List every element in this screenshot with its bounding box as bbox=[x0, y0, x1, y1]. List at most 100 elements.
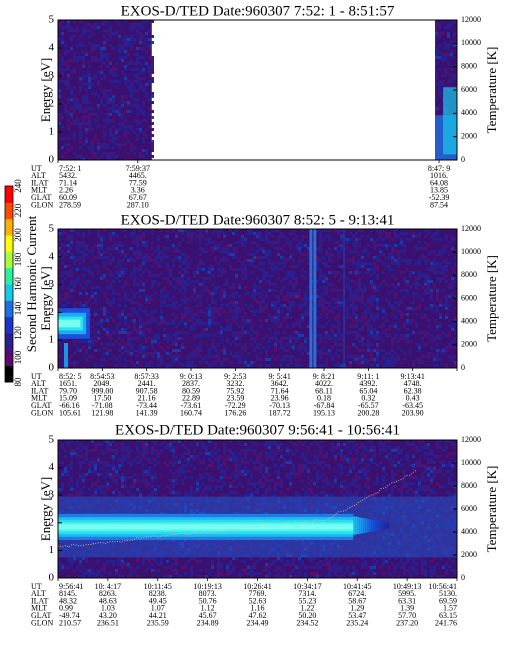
noise-cell bbox=[220, 241, 223, 244]
noise-cell bbox=[247, 470, 250, 473]
noise-cell bbox=[208, 349, 211, 352]
noise-cell bbox=[217, 461, 220, 464]
noise-cell bbox=[244, 364, 247, 367]
noise-cell bbox=[232, 491, 235, 494]
noise-cell bbox=[454, 280, 457, 283]
noise-cell bbox=[289, 280, 292, 283]
noise-cell bbox=[91, 44, 94, 47]
noise-cell bbox=[163, 322, 166, 325]
noise-cell bbox=[454, 250, 457, 253]
orbit-value: 64.08 bbox=[430, 178, 448, 187]
noise-cell bbox=[241, 319, 244, 322]
noise-cell bbox=[121, 101, 124, 104]
noise-cell bbox=[403, 271, 406, 274]
noise-cell bbox=[394, 316, 397, 319]
noise-cell bbox=[130, 143, 133, 146]
noise-cell bbox=[193, 355, 196, 358]
noise-cell bbox=[453, 41, 457, 44]
noise-cell bbox=[328, 337, 331, 340]
noise-cell bbox=[433, 304, 436, 307]
noise-cell bbox=[190, 316, 193, 319]
noise-cell bbox=[220, 274, 223, 277]
noise-cell bbox=[97, 143, 100, 146]
noise-cell bbox=[262, 346, 265, 349]
noise-cell bbox=[136, 310, 139, 313]
noise-cell bbox=[364, 310, 367, 313]
noise-cell bbox=[115, 443, 118, 446]
noise-cell bbox=[127, 340, 130, 343]
noise-cell bbox=[277, 340, 280, 343]
noise-cell bbox=[400, 289, 403, 292]
noise-cell bbox=[112, 289, 115, 292]
noise-cell bbox=[334, 271, 337, 274]
noise-cell bbox=[208, 352, 211, 355]
noise-cell bbox=[232, 479, 235, 482]
noise-cell bbox=[124, 119, 127, 122]
noise-cell bbox=[451, 247, 454, 250]
noise-cell bbox=[424, 256, 427, 259]
noise-cell bbox=[232, 304, 235, 307]
noise-cell bbox=[286, 274, 289, 277]
noise-cell bbox=[208, 458, 211, 461]
noise-cell bbox=[235, 461, 238, 464]
noise-cell bbox=[265, 358, 268, 361]
noise-cell bbox=[328, 319, 331, 322]
noise-cell bbox=[130, 274, 133, 277]
noise-cell bbox=[238, 470, 241, 473]
noise-cell bbox=[262, 262, 265, 265]
noise-cell bbox=[352, 313, 355, 316]
noise-cell bbox=[373, 319, 376, 322]
noise-cell bbox=[220, 325, 223, 328]
noise-cell bbox=[151, 440, 154, 443]
noise-cell bbox=[325, 229, 328, 232]
noise-cell bbox=[277, 238, 280, 241]
noise-cell bbox=[91, 337, 94, 340]
noise-cell bbox=[268, 289, 271, 292]
noise-cell bbox=[154, 319, 157, 322]
noise-cell bbox=[322, 229, 325, 232]
noise-cell bbox=[220, 271, 223, 274]
noise-cell bbox=[139, 265, 142, 268]
noise-cell bbox=[205, 569, 208, 572]
noise-cell bbox=[91, 331, 94, 334]
noise-cell bbox=[325, 262, 328, 265]
orbit-value: 3.36 bbox=[131, 186, 145, 195]
band-layer bbox=[58, 319, 81, 328]
noise-cell bbox=[256, 482, 259, 485]
noise-cell bbox=[79, 461, 82, 464]
noise-cell bbox=[139, 56, 142, 59]
noise-cell bbox=[441, 32, 445, 35]
noise-cell bbox=[349, 232, 352, 235]
noise-cell bbox=[370, 238, 373, 241]
noise-cell bbox=[85, 53, 88, 56]
noise-cell bbox=[235, 250, 238, 253]
noise-cell bbox=[292, 473, 295, 476]
noise-cell bbox=[196, 319, 199, 322]
noise-cell bbox=[241, 470, 244, 473]
noise-cell bbox=[172, 307, 175, 310]
noise-cell bbox=[352, 343, 355, 346]
noise-cell bbox=[61, 32, 64, 35]
noise-cell bbox=[283, 262, 286, 265]
noise-cell bbox=[444, 26, 448, 29]
noise-cell bbox=[355, 334, 358, 337]
noise-cell bbox=[202, 328, 205, 331]
noise-cell bbox=[67, 50, 70, 53]
noise-cell bbox=[319, 244, 322, 247]
noise-cell bbox=[88, 83, 91, 86]
noise-cell bbox=[391, 337, 394, 340]
noise-cell bbox=[235, 307, 238, 310]
noise-cell bbox=[361, 301, 364, 304]
noise-cell bbox=[217, 449, 220, 452]
noise-cell bbox=[340, 244, 343, 247]
noise-cell bbox=[79, 244, 82, 247]
noise-cell bbox=[103, 295, 106, 298]
noise-cell bbox=[220, 494, 223, 497]
noise-cell bbox=[328, 349, 331, 352]
noise-cell bbox=[73, 364, 76, 367]
noise-cell bbox=[193, 313, 196, 316]
noise-cell bbox=[289, 241, 292, 244]
noise-cell bbox=[265, 274, 268, 277]
noise-cell bbox=[241, 262, 244, 265]
noise-cell bbox=[298, 241, 301, 244]
